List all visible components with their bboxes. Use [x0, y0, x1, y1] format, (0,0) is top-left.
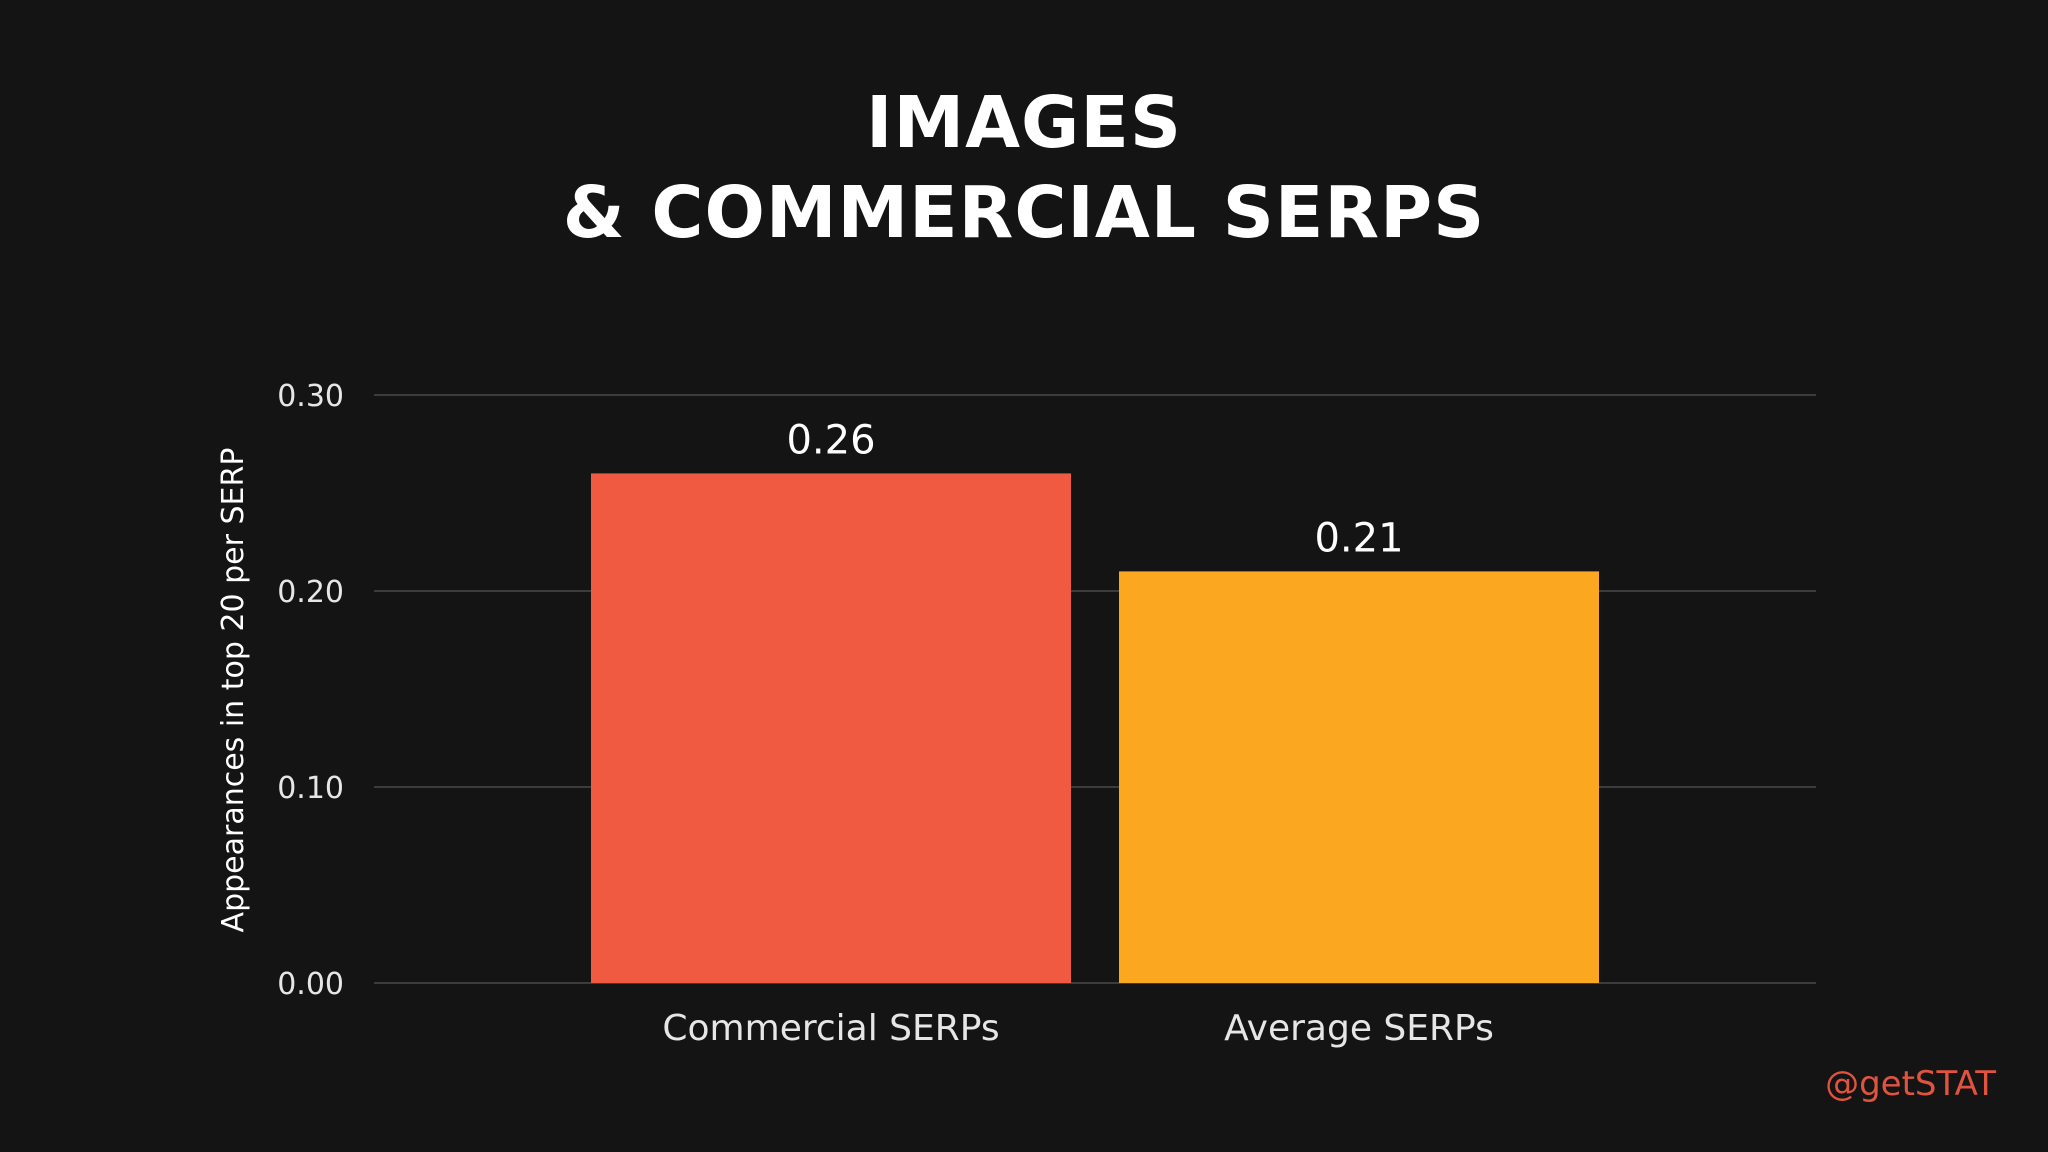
- chart-title-line-1: IMAGES: [866, 81, 1182, 164]
- bar-value-label: 0.26: [786, 417, 875, 463]
- y-tick-label: 0.30: [277, 379, 344, 414]
- bar: [1119, 571, 1599, 983]
- x-tick-label: Commercial SERPs: [662, 1008, 999, 1049]
- x-tick-label: Average SERPs: [1224, 1008, 1494, 1049]
- chart-title: IMAGES & COMMERCIAL SERPS: [0, 78, 2048, 258]
- bar: [591, 473, 1071, 983]
- y-axis-label: Appearances in top 20 per SERP: [216, 448, 251, 933]
- gridlines: [374, 394, 1816, 984]
- bars: [591, 473, 1599, 983]
- chart-title-line-2: & COMMERCIAL SERPS: [562, 171, 1486, 254]
- y-axis-ticks: 0.00 0.10 0.20 0.30: [277, 379, 344, 1002]
- bar-value-label: 0.21: [1314, 515, 1403, 561]
- x-axis-ticks: Commercial SERPs Average SERPs: [662, 1008, 1493, 1049]
- watermark-handle: @getSTAT: [1825, 1064, 1996, 1104]
- value-labels: 0.26 0.21: [786, 417, 1403, 561]
- y-tick-label: 0.00: [277, 967, 344, 1002]
- y-tick-label: 0.20: [277, 575, 344, 610]
- y-tick-label: 0.10: [277, 771, 344, 806]
